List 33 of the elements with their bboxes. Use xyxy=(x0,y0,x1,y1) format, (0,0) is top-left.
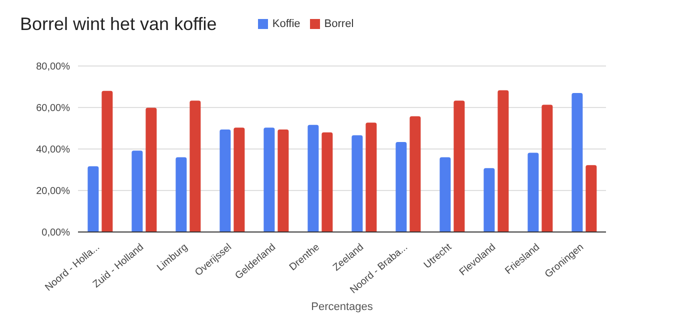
chart-title: Borrel wint het van koffie xyxy=(20,14,217,35)
bar xyxy=(102,90,113,232)
bar xyxy=(542,104,553,232)
bar xyxy=(264,128,275,232)
y-tick-label: 20,00% xyxy=(36,186,70,198)
legend-label: Borrel xyxy=(324,18,354,30)
y-tick-label: 40,00% xyxy=(36,144,70,156)
bar xyxy=(366,122,377,232)
bar xyxy=(586,165,597,232)
bar xyxy=(190,100,201,232)
legend-label: Koffie xyxy=(272,18,300,30)
bar xyxy=(528,152,539,232)
y-tick-label: 0,00% xyxy=(42,228,70,239)
bar xyxy=(410,116,421,232)
bar xyxy=(396,142,407,232)
bar xyxy=(484,168,495,232)
bar xyxy=(440,157,451,232)
y-tick-label: 60,00% xyxy=(36,103,70,114)
bar xyxy=(220,129,231,232)
bar xyxy=(234,128,245,232)
bar xyxy=(278,129,289,232)
bar xyxy=(572,92,583,232)
bar xyxy=(176,157,187,232)
bar xyxy=(352,135,363,232)
y-tick-label: 80,00% xyxy=(36,62,70,73)
bar xyxy=(308,124,319,232)
bar xyxy=(146,108,157,232)
bar xyxy=(88,166,99,232)
bar xyxy=(322,132,333,232)
x-axis-title: Percentages xyxy=(311,301,374,313)
bar xyxy=(454,100,465,232)
bar xyxy=(132,150,143,232)
bar xyxy=(498,90,509,232)
